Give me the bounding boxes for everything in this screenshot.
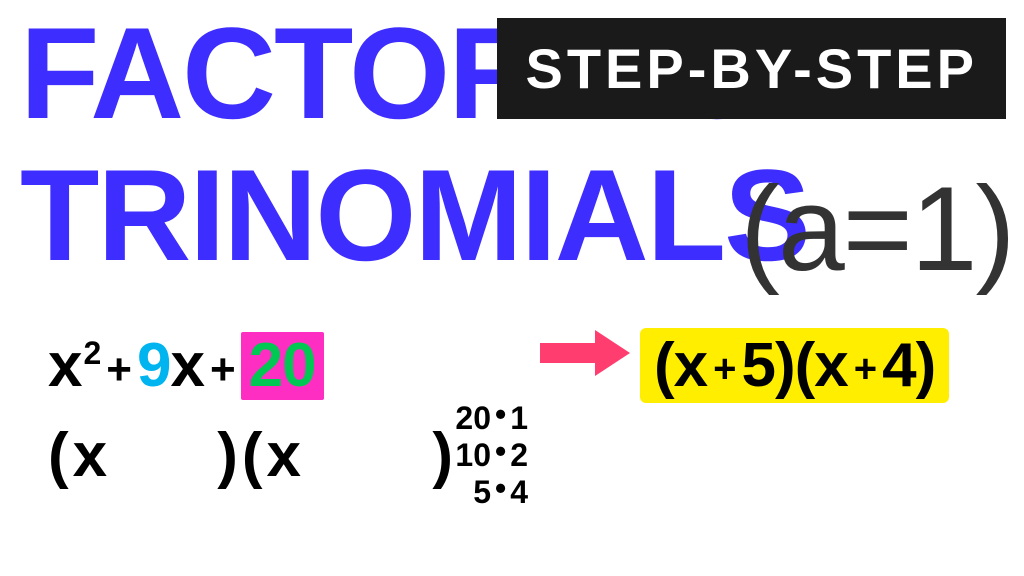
pair-row: 20•1	[408, 400, 528, 437]
pair-b: 4	[510, 474, 528, 510]
plus-2: +	[204, 345, 241, 394]
pair-row: 5•4	[408, 474, 528, 511]
pair-row: 10•2	[408, 437, 528, 474]
dot-icon: •	[491, 470, 510, 506]
step-by-step-badge: STEP-BY-STEP	[497, 18, 1006, 119]
paren-open: (	[654, 331, 674, 400]
title-line-2: TRINOMIALS	[20, 150, 809, 280]
constant-20-box: 20	[241, 332, 324, 400]
answer-plus-2: +	[848, 347, 882, 391]
answer-5: 5	[742, 331, 775, 400]
answer-plus-1: +	[707, 347, 741, 391]
coefficient-9: 9	[137, 331, 170, 400]
answer-x-2: x	[814, 331, 847, 400]
factor-pairs-list: 20•1 10•2 5•4	[408, 400, 528, 510]
factored-answer: (x+5)(x+4)	[640, 328, 949, 403]
pair-b: 1	[510, 400, 528, 436]
arrow-right-icon	[540, 328, 630, 378]
answer-4: 4	[882, 331, 915, 400]
term2-x: x	[170, 331, 203, 400]
answer-x: x	[674, 331, 707, 400]
trinomial-expression: x2+9x+20	[48, 330, 324, 401]
term-x: x	[48, 331, 81, 400]
paren-close-2: )	[916, 331, 936, 400]
paren-close: )	[775, 331, 795, 400]
term-x-exponent: 2	[83, 335, 100, 371]
dot-icon: •	[491, 396, 510, 432]
dot-icon: •	[491, 433, 510, 469]
pair-b: 2	[510, 437, 528, 473]
factor-skeleton: (x )(x )	[48, 420, 457, 491]
subtitle-a-equals-1: (a=1)	[740, 160, 1013, 298]
pair-a: 20	[455, 400, 491, 436]
pair-a: 10	[455, 437, 491, 473]
pair-a: 5	[473, 474, 491, 510]
plus-1: +	[100, 345, 137, 394]
paren-open-2: (	[795, 331, 815, 400]
